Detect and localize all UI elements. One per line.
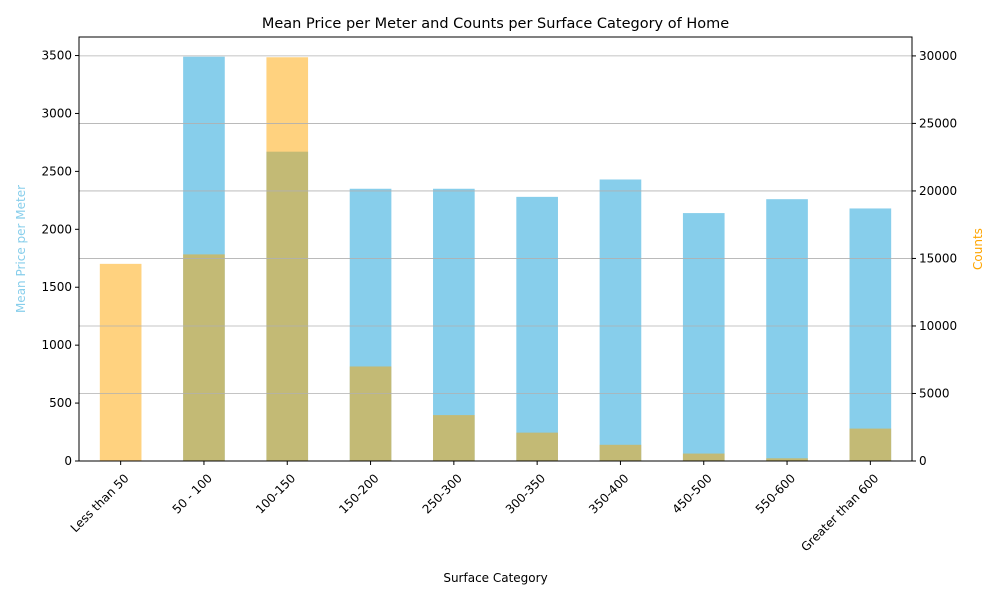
bars-layer	[99, 56, 892, 462]
count-bar	[516, 432, 558, 461]
x-axis-title: Surface Category	[443, 571, 547, 585]
count-bar	[99, 263, 142, 461]
y-left-tick-label: 2000	[41, 222, 72, 236]
count-bar	[433, 415, 475, 461]
count-bar	[266, 57, 309, 462]
y-axis-left-title: Mean Price per Meter	[14, 185, 28, 313]
x-tick-label: Less than 50	[68, 471, 132, 535]
x-tick-label: 550-600	[753, 471, 798, 516]
y-left-tick-label: 0	[64, 454, 72, 468]
y-right-tick-label: 25000	[919, 116, 957, 130]
price-bar	[599, 179, 642, 461]
y-left-tick-label: 3500	[41, 49, 72, 63]
y-right-tick-label: 5000	[919, 386, 950, 400]
plot-frame	[78, 36, 913, 462]
price-bar	[849, 208, 892, 461]
y-left-tick-label: 1000	[41, 338, 72, 352]
x-tick-label: 250-300	[420, 471, 465, 516]
x-tick-label: 350-400	[586, 471, 631, 516]
x-tick-label: 300-350	[503, 471, 548, 516]
y-right-tick-label: 30000	[919, 49, 957, 63]
count-bar	[682, 453, 725, 461]
price-bar	[516, 196, 558, 462]
y-left-tick-label: 1500	[41, 280, 72, 294]
y-right-tick-label: 10000	[919, 319, 957, 333]
y-left-tick-label: 3000	[41, 106, 72, 120]
y-right-tick-label: 20000	[919, 184, 957, 198]
chart-title: Mean Price per Meter and Counts per Surf…	[262, 16, 729, 32]
x-tick-label: 100-150	[253, 471, 298, 516]
count-bar	[849, 428, 892, 461]
y-right-tick-label: 0	[919, 454, 927, 468]
count-bar	[349, 366, 392, 461]
x-tick-label: 150-200	[336, 471, 381, 516]
x-tick-label: 50 - 100	[170, 471, 215, 516]
x-tick-label: 450-500	[669, 471, 714, 516]
y-left-tick-label: 2500	[41, 164, 72, 178]
axes-layer: 0 500 1000 1500 2000 2500 3000 3500 0 5000 10000 15…	[41, 49, 957, 555]
y-left-tick-label: 500	[49, 396, 72, 410]
price-bar	[682, 213, 725, 461]
y-axis-right-title: Counts	[971, 228, 985, 270]
y-right-tick-label: 15000	[919, 251, 957, 265]
price-bar	[766, 199, 808, 461]
count-bar	[599, 444, 642, 461]
x-tick-label: Greater than 600	[798, 471, 881, 554]
count-bar	[766, 458, 808, 461]
count-bar	[183, 254, 225, 461]
